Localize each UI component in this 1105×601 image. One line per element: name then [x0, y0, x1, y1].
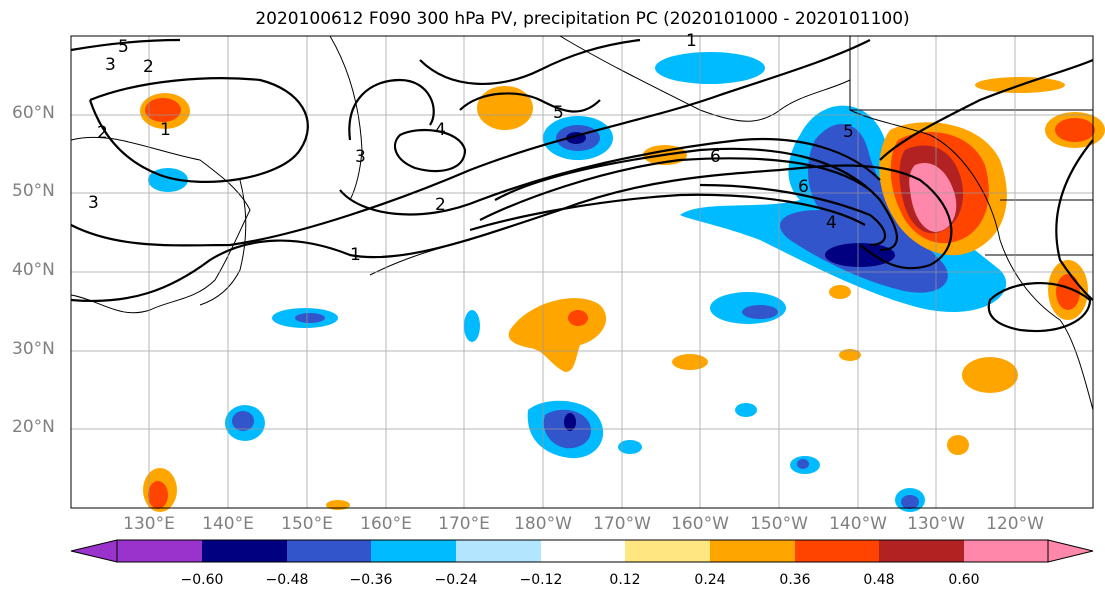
colorbar-segment-9	[879, 540, 964, 562]
map-frame	[70, 35, 1094, 509]
colorbar-segment-0	[117, 540, 202, 562]
lon-label-160w: 160°W	[671, 514, 729, 534]
colorbar-tick-label: 0.60	[948, 572, 980, 588]
colorbar-tick-label: 0.24	[694, 572, 726, 588]
lat-label-50n: 50°N	[12, 181, 55, 201]
contour-label: 2	[143, 57, 154, 77]
lat-label-20n: 20°N	[12, 417, 55, 437]
lon-label-140w: 140°W	[829, 514, 887, 534]
lat-label-30n: 30°N	[12, 339, 55, 359]
lon-label-180w: 180°W	[514, 514, 572, 534]
lon-label-130e: 130°E	[123, 514, 175, 534]
colorbar-tick-label: −0.60	[180, 572, 224, 588]
colorbar-segment-1	[202, 540, 287, 562]
contour-label: 1	[350, 245, 361, 265]
lat-label-40n: 40°N	[12, 260, 55, 280]
colorbar-segment-6	[625, 540, 710, 562]
contour-label: 3	[88, 193, 99, 213]
contour-label: 4	[435, 120, 446, 140]
contour-label: 3	[355, 147, 366, 167]
lon-label-120w: 120°W	[986, 514, 1044, 534]
colorbar	[70, 539, 1094, 563]
contour-label: 6	[798, 177, 809, 197]
colorbar-segment-3	[371, 540, 456, 562]
colorbar-segment-2	[287, 540, 371, 562]
contour-label: 5	[553, 103, 564, 123]
lon-label-140e: 140°E	[202, 514, 254, 534]
colorbar-segment-4	[456, 540, 541, 562]
contour-label: 2	[97, 123, 108, 143]
contour-label: 6	[710, 147, 721, 167]
precipitation-shading	[140, 52, 1105, 512]
lat-label-60n: 60°N	[12, 103, 55, 123]
colorbar-tick-label: −0.36	[349, 572, 393, 588]
contour-label: 3	[105, 55, 116, 75]
coastlines	[70, 35, 1094, 411]
colorbar-tick-label: −0.24	[434, 572, 478, 588]
map-title: 2020100612 F090 300 hPa PV, precipitatio…	[255, 9, 910, 29]
contour-label: 4	[826, 213, 837, 233]
pv-contours	[70, 38, 1094, 333]
colorbar-tick-label: 0.36	[779, 572, 811, 588]
contour-label: 1	[686, 31, 697, 51]
lon-label-130w: 130°W	[907, 514, 965, 534]
colorbar-tick-label: −0.12	[519, 572, 563, 588]
colorbar-segment-7	[710, 540, 795, 562]
lon-label-150e: 150°E	[281, 514, 333, 534]
colorbar-tick-label: 0.12	[609, 572, 641, 588]
lon-label-170w: 170°W	[593, 514, 651, 534]
contour-label: 5	[843, 122, 854, 142]
colorbar-tick-label: −0.48	[265, 572, 309, 588]
contour-label: 2	[435, 195, 446, 215]
lon-label-170e: 170°E	[438, 514, 490, 534]
colorbar-segment-10	[964, 540, 1048, 562]
graticule	[71, 36, 1093, 508]
lon-label-160e: 160°E	[360, 514, 412, 534]
contour-label: 1	[160, 120, 171, 140]
colorbar-segment-5	[541, 540, 625, 562]
colorbar-tick-label: 0.48	[863, 572, 895, 588]
contour-labels: 1 2 3 4 5 6 1 2 3 4 5 6 2 3 1 5	[88, 31, 854, 265]
lon-label-150w: 150°W	[750, 514, 808, 534]
contour-label: 5	[118, 37, 129, 57]
colorbar-segment-8	[795, 540, 879, 562]
